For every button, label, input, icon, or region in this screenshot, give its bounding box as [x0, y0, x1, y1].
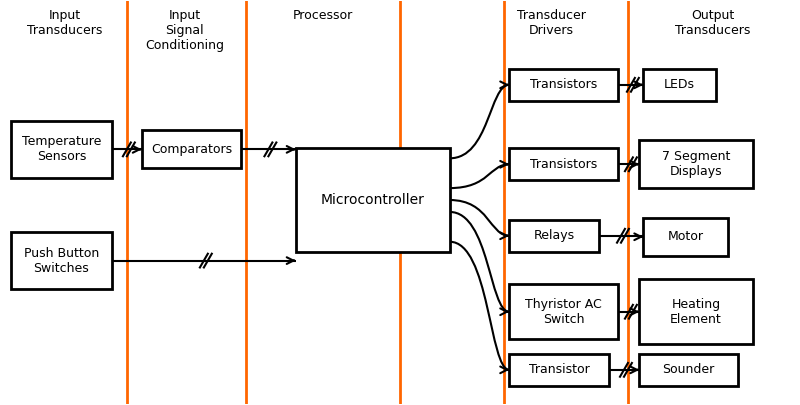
Text: Thyristor AC
Switch: Thyristor AC Switch	[526, 298, 602, 326]
Bar	[510, 354, 609, 386]
Bar	[510, 284, 618, 339]
Bar	[639, 141, 753, 188]
Text: Sounder: Sounder	[662, 363, 714, 376]
Text: 7 Segment
Displays: 7 Segment Displays	[662, 150, 730, 178]
Text: Input
Signal
Conditioning: Input Signal Conditioning	[145, 9, 224, 52]
Text: Comparators: Comparators	[151, 143, 232, 156]
Text: Motor: Motor	[667, 230, 703, 243]
Text: Input
Transducers: Input Transducers	[26, 9, 102, 37]
Bar	[142, 130, 241, 168]
Bar	[10, 232, 112, 290]
Bar	[639, 279, 753, 344]
Text: Microcontroller: Microcontroller	[321, 193, 425, 207]
Text: Transistor: Transistor	[529, 363, 590, 376]
Bar	[643, 69, 716, 101]
Bar	[639, 354, 738, 386]
Text: Transistors: Transistors	[530, 158, 598, 171]
Bar	[296, 148, 450, 252]
Text: LEDs: LEDs	[664, 78, 695, 91]
Text: Processor: Processor	[293, 9, 353, 22]
Text: Relays: Relays	[534, 229, 574, 242]
Text: Transistors: Transistors	[530, 78, 598, 91]
Bar	[510, 148, 618, 180]
Text: Temperature
Sensors: Temperature Sensors	[22, 135, 101, 163]
Text: Push Button
Switches: Push Button Switches	[24, 247, 99, 275]
Bar	[510, 69, 618, 101]
Bar	[510, 220, 598, 252]
Text: Heating
Element: Heating Element	[670, 298, 722, 326]
Text: Output
Transducers: Output Transducers	[675, 9, 750, 37]
Text: Transducer
Drivers: Transducer Drivers	[517, 9, 586, 37]
Bar	[643, 218, 728, 256]
Bar	[10, 121, 112, 178]
